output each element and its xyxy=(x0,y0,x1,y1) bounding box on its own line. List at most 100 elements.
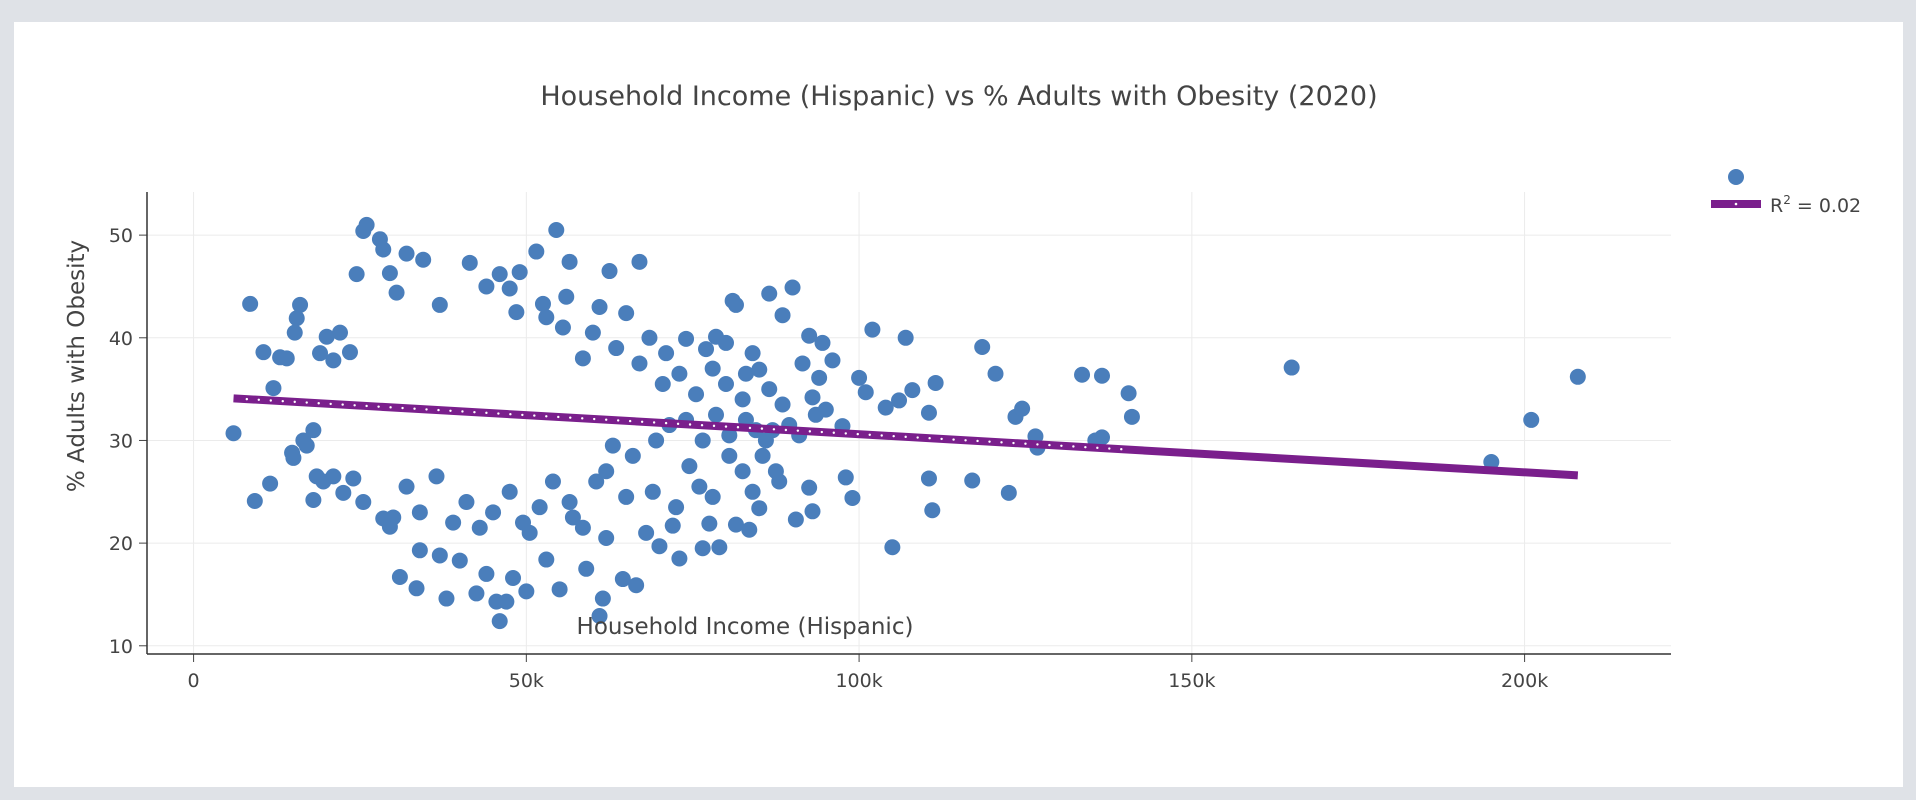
scatter-points xyxy=(225,216,1586,630)
data-point xyxy=(691,478,708,495)
data-point xyxy=(511,264,528,281)
data-point xyxy=(225,425,242,442)
data-point xyxy=(877,399,894,416)
scatter-chart: Household Income (Hispanic) vs % Adults … xyxy=(64,81,1861,692)
trend-line-dot xyxy=(569,416,572,419)
data-point xyxy=(1483,454,1500,471)
data-point xyxy=(857,384,874,401)
data-point xyxy=(591,298,608,315)
axes xyxy=(139,192,1671,662)
data-point xyxy=(784,279,801,296)
data-point xyxy=(801,327,818,344)
data-point xyxy=(1123,408,1140,425)
data-point xyxy=(717,375,734,392)
trend-line-dot xyxy=(760,427,764,430)
data-point xyxy=(774,396,791,413)
data-point xyxy=(308,468,325,485)
data-point xyxy=(451,552,468,569)
x-tick-label: 50k xyxy=(509,670,544,692)
data-point xyxy=(727,296,744,313)
y-axis-label: % Adults with Obesity xyxy=(64,240,90,492)
data-point xyxy=(548,221,565,238)
data-point xyxy=(478,565,495,582)
trend-line-dot xyxy=(1060,444,1063,447)
trend-line-dot xyxy=(389,406,392,409)
data-point xyxy=(897,329,914,346)
data-point xyxy=(618,488,635,505)
x-tick-label: 0 xyxy=(188,670,200,692)
data-point xyxy=(574,519,591,536)
trend-line-dot xyxy=(616,419,620,422)
data-point xyxy=(438,590,455,607)
trend-line-dot xyxy=(928,437,931,440)
trend-line-dot xyxy=(329,402,332,406)
data-point xyxy=(588,473,605,490)
data-point xyxy=(1093,367,1110,384)
data-point xyxy=(1523,411,1540,428)
y-tick-label: 10 xyxy=(109,636,133,658)
data-point xyxy=(471,519,488,536)
trend-line-dot xyxy=(437,408,440,412)
data-point xyxy=(284,444,301,461)
data-point xyxy=(624,447,641,464)
chart-card: Household Income (Hispanic) vs % Adults … xyxy=(14,22,1903,787)
trend-line-dot xyxy=(892,434,895,438)
trend-line-dot xyxy=(640,420,644,423)
trend-line-dot xyxy=(509,413,512,416)
data-point xyxy=(717,334,734,351)
data-point xyxy=(578,560,595,577)
data-point xyxy=(744,345,761,362)
data-point xyxy=(584,324,601,341)
data-point xyxy=(345,470,362,487)
data-point xyxy=(698,341,715,358)
trend-line-dot xyxy=(425,408,428,411)
trend-line-dot xyxy=(688,423,692,426)
data-point xyxy=(614,571,631,588)
data-point xyxy=(515,514,532,531)
trend-line-dot xyxy=(353,404,356,407)
data-point xyxy=(242,295,259,312)
data-point xyxy=(644,483,661,500)
data-point xyxy=(255,344,272,361)
data-point xyxy=(544,473,561,490)
trend-line-dot xyxy=(1048,443,1051,447)
data-point xyxy=(761,381,778,398)
trend-line-dot xyxy=(808,430,812,433)
data-point xyxy=(461,254,478,271)
data-point xyxy=(754,447,771,464)
data-point xyxy=(551,581,568,598)
trend-line-dot xyxy=(604,418,608,421)
trend-line-dot xyxy=(485,411,488,415)
data-point xyxy=(648,432,665,449)
trend-line-dot xyxy=(796,429,800,432)
data-point xyxy=(501,483,518,500)
data-point xyxy=(534,295,551,312)
legend: R2 = 0.02 xyxy=(1711,169,1861,217)
trend-line-dot xyxy=(940,437,943,441)
data-point xyxy=(844,489,861,506)
y-tick-label: 20 xyxy=(109,533,133,555)
data-point xyxy=(265,380,282,397)
trend-line-dot xyxy=(736,426,740,429)
data-point xyxy=(1014,400,1031,417)
data-point xyxy=(318,328,335,345)
data-point xyxy=(408,580,425,597)
x-tick-label: 200k xyxy=(1501,670,1548,692)
data-point xyxy=(398,478,415,495)
data-point xyxy=(704,360,721,377)
data-point xyxy=(681,458,698,475)
trend-line-dot xyxy=(964,439,967,442)
data-point xyxy=(727,516,744,533)
data-point xyxy=(312,345,329,362)
data-point xyxy=(904,382,921,399)
data-point xyxy=(671,365,688,382)
data-point xyxy=(964,472,981,489)
data-point xyxy=(411,504,428,521)
data-point xyxy=(688,386,705,403)
trend-line-dot xyxy=(281,399,284,403)
trend-line-dot xyxy=(904,435,907,439)
data-point xyxy=(458,494,475,511)
trend-line-dot xyxy=(976,439,979,443)
trend-line-dot xyxy=(1000,441,1003,444)
trend-line-dot xyxy=(293,400,296,404)
